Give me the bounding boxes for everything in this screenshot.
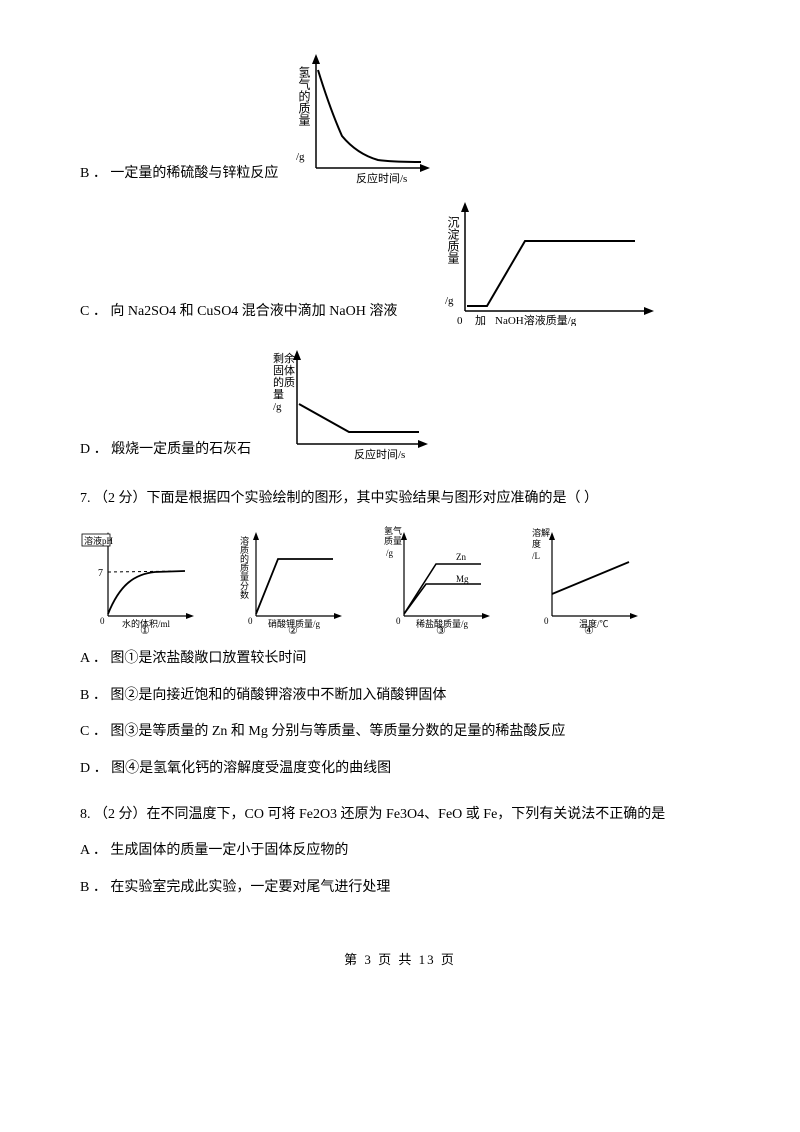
q7-c3-yl1: 氢气 [384,525,402,536]
q7-chart-3: 氢气 质量 /g Zn Mg 0 稀盐酸质量/g ③ [376,524,496,634]
q7-c3-num: ③ [436,625,446,634]
q7-c2-ylabel: 溶质的质量分数 [239,535,249,600]
chart-c-xlabel: NaOH溶液质量/g [495,313,577,326]
q7-c3-mg: Mg [456,574,469,584]
q7-stem: 7. （2 分）下面是根据四个实验绘制的图形，其中实验结果与图形对应准确的是（ … [80,488,720,510]
chart-b-xlabel: 反应时间/s [356,171,407,185]
chart-c-ylabel: 沉淀质量 [446,216,460,264]
q8-option-a: A ． 生成固体的质量一定小于固体反应物的 [80,840,720,862]
q7-c4-yunit: /L [532,551,540,561]
q8-option-b: B ． 在实验室完成此实验，一定要对尾气进行处理 [80,877,720,899]
chart-d-yl3: 的质 [273,375,295,389]
chart-d-yl2: 固体 [273,363,295,377]
chart-c-yunit: /g [445,295,454,307]
chart-b: 氢气的质量 /g 反应时间/s [286,48,436,188]
q7-charts-row: 溶液pH 7 0 水的体积/ml ① 溶质的质量分数 0 硝酸钾质量/g ② [80,524,720,634]
q6-option-c-text: C ． 向 Na2SO4 和 CuSO4 混合液中滴加 NaOH 溶液 [80,300,405,326]
q7-chart-1: 溶液pH 7 0 水的体积/ml ① [80,524,200,634]
chart-c-xprefix: 加 [475,314,486,326]
q7-c3-yunit: /g [386,548,394,558]
q7-option-b: B ． 图②是向接近饱和的硝酸钾溶液中不断加入硝酸钾固体 [80,685,720,707]
chart-d-yl1: 剩余 [273,351,295,365]
q7-chart-4: 溶解 度 /L 0 温度/℃ ④ [524,524,644,634]
option-d-desc: 煅烧一定质量的石灰石 [111,442,251,457]
q6-option-b-text: B ． 一定量的稀硫酸与锌粒反应 [80,162,286,188]
q7-option-d: D ． 图④是氢氧化钙的溶解度受温度变化的曲线图 [80,758,720,780]
q7-option-a: A ． 图①是浓盐酸敞口放置较长时间 [80,648,720,670]
chart-b-ylabel: 氢气的质量 [297,65,311,126]
q6-option-c-row: C ． 向 Na2SO4 和 CuSO4 混合液中滴加 NaOH 溶液 沉淀质量… [80,196,720,326]
q7-c2-zero: 0 [248,616,253,626]
q7-c3-zn: Zn [456,552,466,562]
option-d-label: D ． [80,442,108,457]
q6-option-d-row: D ． 煅烧一定质量的石灰石 剩余 固体 的质 量 /g 反应时间/s [80,344,720,464]
q7-c3-zero: 0 [396,616,401,626]
q7-c1-num: ① [140,625,150,634]
chart-d-yunit: /g [273,401,282,413]
chart-c-origin: 0 [457,315,463,326]
q8-stem: 8. （2 分）在不同温度下，CO 可将 Fe2O3 还原为 Fe3O4、FeO… [80,804,720,826]
q7-c1-ylabel: 溶液pH [84,535,114,546]
q7-c2-num: ② [288,625,298,634]
q6-option-d-text: D ． 煅烧一定质量的石灰石 [80,438,259,464]
chart-b-yunit: /g [296,151,305,163]
q7-chart-2: 溶质的质量分数 0 硝酸钾质量/g ② [228,524,348,634]
option-b-label: B ． [80,166,107,181]
q7-c3-yl2: 质量 [384,535,402,546]
page-footer: 第 3 页 共 13 页 [80,949,720,968]
q7-c1-seven: 7 [98,568,103,579]
option-b-desc: 一定量的稀硫酸与锌粒反应 [110,166,278,181]
chart-d-xlabel: 反应时间/s [354,447,405,461]
chart-d: 剩余 固体 的质 量 /g 反应时间/s [259,344,439,464]
q6-option-b-row: B ． 一定量的稀硫酸与锌粒反应 氢气的质量 /g 反应时间/s [80,48,720,188]
q7-option-c: C ． 图③是等质量的 Zn 和 Mg 分别与等质量、等质量分数的足量的稀盐酸反… [80,721,720,743]
q7-c4-yl1: 溶解 [532,527,550,538]
chart-d-yl4: 量 [273,388,284,401]
q7-c4-zero: 0 [544,616,549,626]
q7-c4-yl2: 度 [532,538,541,549]
chart-c: 沉淀质量 /g 0 加 NaOH溶液质量/g [405,196,665,326]
q7-c4-num: ④ [584,625,594,634]
q7-c1-zero: 0 [100,616,105,626]
option-c-label: C ． [80,304,107,319]
option-c-desc: 向 Na2SO4 和 CuSO4 混合液中滴加 NaOH 溶液 [110,304,397,319]
